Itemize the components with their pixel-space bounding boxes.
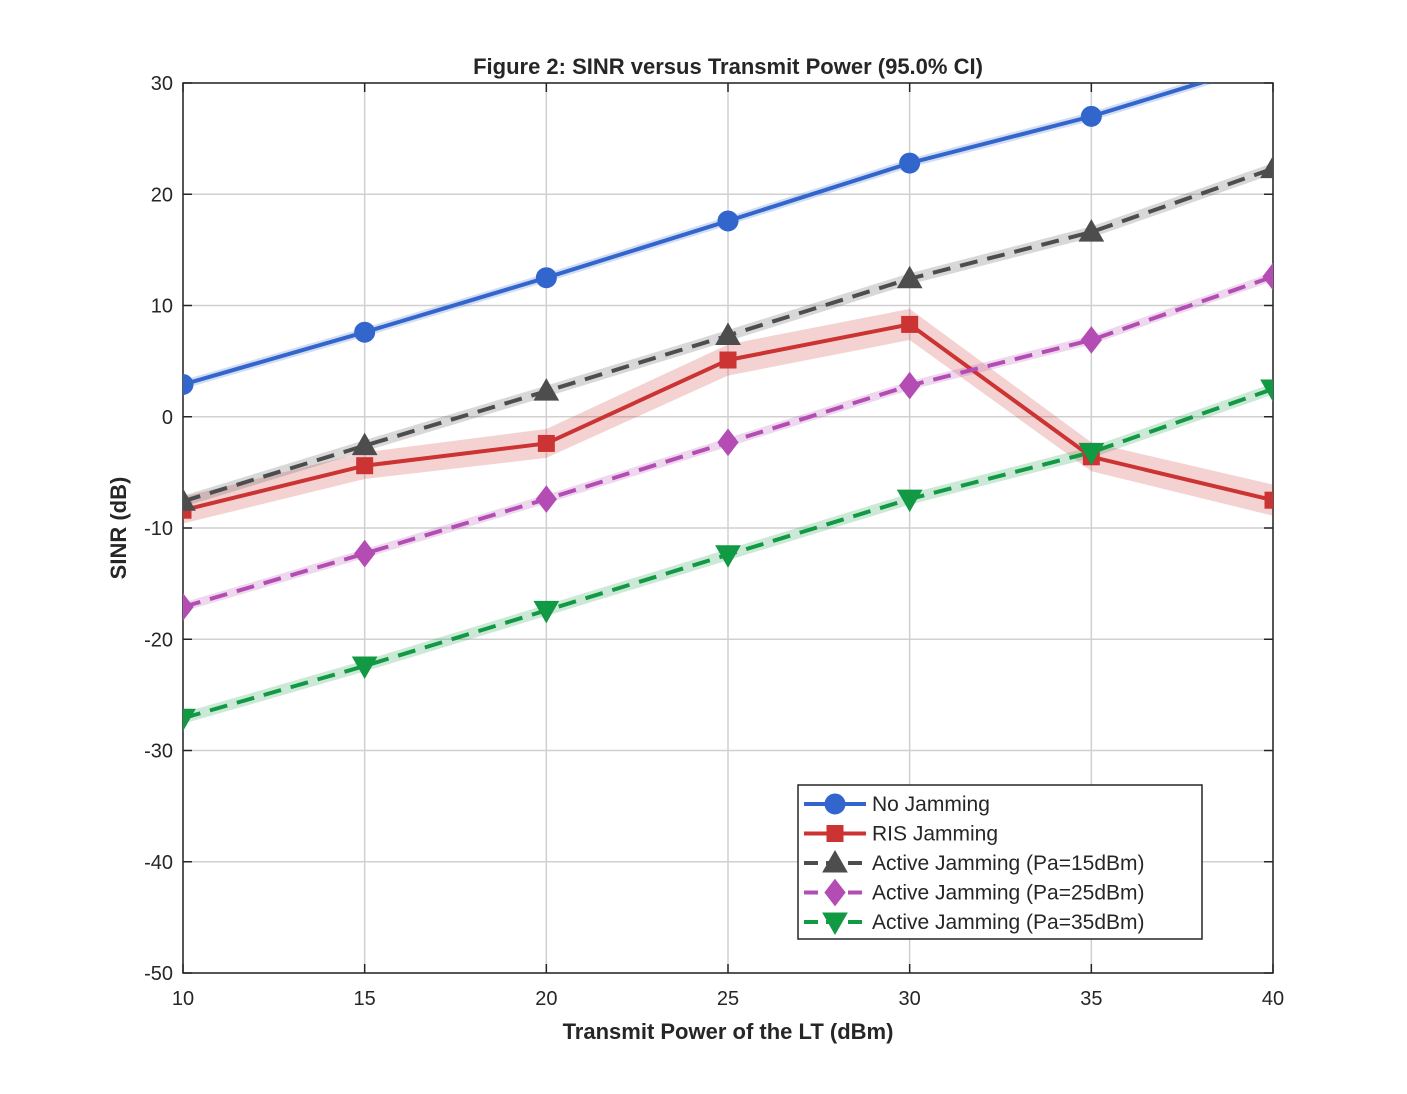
data-point-active-jamming-pa-15dbm (1260, 155, 1273, 179)
data-point-active-jamming-pa-15dbm (351, 432, 378, 456)
y-tick-labels: 30 20 10 0 -10 -20 -30 -40 -50 (144, 73, 173, 985)
y-tick-label: -10 (144, 518, 173, 540)
legend-marker-no-jamming (824, 793, 846, 815)
data-point-ris-jamming (356, 457, 374, 475)
x-tick-label: 15 (354, 988, 376, 1010)
x-tick-label: 20 (535, 988, 557, 1010)
data-point-no-jamming (535, 267, 557, 289)
data-point-active-jamming-pa-35dbm (896, 489, 923, 513)
x-tick-label: 35 (1080, 988, 1102, 1010)
series-markers (183, 51, 1283, 732)
x-tick-label: 25 (717, 988, 739, 1010)
data-point-no-jamming (717, 210, 739, 232)
y-tick-label: 10 (151, 296, 173, 318)
data-point-no-jamming (899, 152, 921, 174)
data-point-active-jamming-pa-15dbm (183, 488, 196, 511)
legend-label-active-jamming-pa-35dbm: Active Jamming (Pa=35dBm) (872, 911, 1145, 934)
y-tick-label: -20 (144, 629, 173, 651)
data-point-active-jamming-pa-25dbm (183, 593, 194, 621)
data-point-active-jamming-pa-35dbm (1260, 379, 1273, 402)
data-point-active-jamming-pa-25dbm (1262, 262, 1273, 291)
y-tick-label: -50 (144, 963, 173, 985)
data-point-active-jamming-pa-35dbm (183, 708, 196, 732)
data-point-no-jamming (183, 373, 194, 395)
legend-label-ris-jamming: RIS Jamming (872, 823, 998, 846)
legend-label-active-jamming-pa-15dbm: Active Jamming (Pa=15dBm) (872, 852, 1145, 875)
y-tick-label: 30 (151, 73, 173, 95)
legend-marker-ris-jamming (826, 825, 844, 842)
legend-label-active-jamming-pa-25dbm: Active Jamming (Pa=25dBm) (872, 882, 1145, 905)
data-point-active-jamming-pa-15dbm (533, 378, 560, 401)
legend-marker-active-jamming-pa-25dbm (824, 878, 846, 907)
x-tick-labels: 10 15 20 25 30 35 40 (172, 988, 1284, 1010)
y-tick-label: -30 (144, 741, 173, 763)
data-point-ris-jamming (537, 434, 555, 452)
x-axis-label: Transmit Power of the LT (dBm) (563, 1019, 894, 1044)
data-point-active-jamming-pa-15dbm (896, 265, 923, 289)
data-point-active-jamming-pa-35dbm (533, 600, 560, 624)
data-point-ris-jamming (901, 315, 919, 333)
data-point-active-jamming-pa-35dbm (1078, 442, 1105, 466)
legend-marker-active-jamming-pa-35dbm (822, 912, 848, 936)
data-point-active-jamming-pa-15dbm (1078, 219, 1105, 242)
axis-ticks (182, 82, 1274, 974)
data-point-no-jamming (1263, 51, 1283, 71)
x-tick-label: 40 (1262, 988, 1284, 1010)
data-point-no-jamming (354, 321, 376, 343)
data-point-active-jamming-pa-25dbm (899, 371, 921, 400)
data-point-active-jamming-pa-25dbm (354, 539, 376, 568)
chart-title: Figure 2: SINR versus Transmit Power (95… (473, 54, 983, 79)
data-point-no-jamming (1080, 105, 1102, 127)
legend-box (797, 784, 1203, 940)
y-axis-label: SINR (dB) (106, 477, 131, 580)
legend-label-no-jamming: No Jamming (872, 793, 990, 816)
x-tick-label: 30 (899, 988, 921, 1010)
data-point-ris-jamming (1264, 491, 1273, 509)
data-point-active-jamming-pa-25dbm (1080, 326, 1102, 354)
legend: No Jamming RIS Jamming Active Jamming (Pa=… (797, 784, 1203, 940)
data-point-active-jamming-pa-25dbm (535, 485, 557, 513)
y-tick-label: 0 (162, 407, 173, 429)
y-tick-label: -40 (144, 852, 173, 874)
legend-marker-active-jamming-pa-15dbm (822, 849, 848, 873)
y-tick-label: 20 (151, 184, 173, 206)
data-point-active-jamming-pa-15dbm (715, 322, 741, 346)
data-point-ris-jamming (719, 351, 737, 369)
data-point-active-jamming-pa-25dbm (717, 428, 739, 457)
data-point-active-jamming-pa-35dbm (715, 545, 741, 568)
x-tick-label: 10 (172, 988, 194, 1010)
data-point-active-jamming-pa-35dbm (351, 656, 378, 679)
ci-band-no-jamming (183, 83, 1215, 389)
